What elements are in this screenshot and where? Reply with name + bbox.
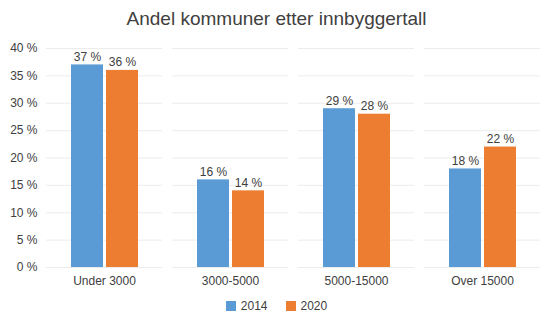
svg-text:Under 3000: Under 3000	[73, 274, 136, 288]
svg-text:3000-5000: 3000-5000	[202, 274, 260, 288]
svg-text:20 %: 20 %	[10, 151, 38, 165]
svg-text:5 %: 5 %	[17, 233, 38, 247]
html-text:2020: 2020	[300, 299, 328, 313]
svg-text:25 %: 25 %	[10, 123, 38, 137]
svg-text:22 %: 22 %	[487, 132, 515, 146]
svg-text:Over 15000: Over 15000	[451, 274, 514, 288]
svg-text:30 %: 30 %	[10, 96, 38, 110]
svg-text:10 %: 10 %	[10, 206, 38, 220]
svg-text:35 %: 35 %	[10, 69, 38, 83]
svg-text:5000-15000: 5000-15000	[324, 274, 388, 288]
svg-text:14 %: 14 %	[235, 176, 263, 190]
svg-text:37 %: 37 %	[74, 50, 102, 64]
html-text:Andel kommuner etter innbygger: Andel kommuner etter innbyggertall	[126, 8, 427, 29]
html-text:2014: 2014	[240, 299, 268, 313]
svg-text:18 %: 18 %	[452, 154, 480, 168]
svg-text:15 %: 15 %	[10, 178, 38, 192]
svg-text:16 %: 16 %	[200, 165, 228, 179]
svg-text:36 %: 36 %	[109, 55, 137, 69]
svg-text:28 %: 28 %	[361, 99, 389, 113]
svg-text:29 %: 29 %	[326, 94, 354, 108]
svg-text:0 %: 0 %	[17, 260, 38, 274]
svg-text:40 %: 40 %	[10, 41, 38, 55]
